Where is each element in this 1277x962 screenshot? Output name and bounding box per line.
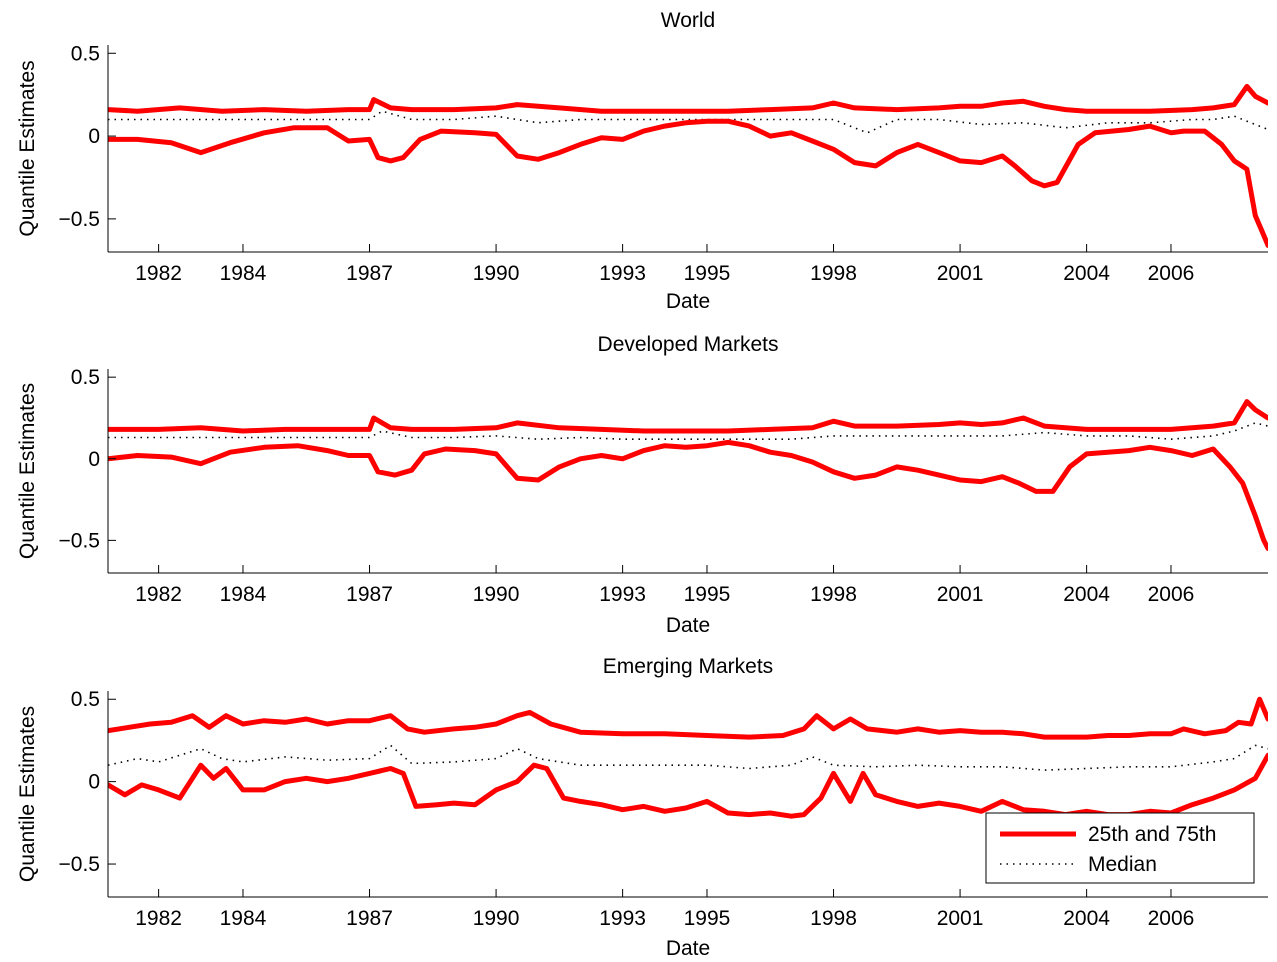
y-axis-label: Quantile Estimates — [16, 383, 39, 559]
x-tick-label: 1987 — [346, 262, 393, 285]
x-tick-label: 2001 — [937, 262, 984, 285]
series-line-upper — [108, 83, 1268, 114]
y-tick-label: 0.5 — [71, 42, 100, 65]
x-tick-label: 1998 — [810, 907, 857, 930]
x-tick-label: 1984 — [220, 907, 267, 930]
x-tick-label: 1993 — [599, 262, 646, 285]
x-tick-label: 1987 — [346, 583, 393, 606]
series-line-median — [108, 744, 1268, 771]
x-tick-label: 1984 — [220, 262, 267, 285]
legend-label-1: 25th and 75th — [1088, 823, 1216, 846]
legend-label-2: Median — [1088, 853, 1157, 876]
x-tick-label: 1982 — [135, 583, 182, 606]
y-tick-label: 0 — [88, 448, 100, 471]
x-tick-label: 1995 — [684, 583, 731, 606]
x-tick-label: 1990 — [473, 583, 520, 606]
chart-panel-1: World Date Quantile Estimates 0.5 0 −0.5 1982 1… — [16, 9, 1268, 313]
y-tick-label: 0.5 — [71, 688, 100, 711]
y-tick-label: −0.5 — [59, 853, 100, 876]
x-tick-label: 2004 — [1063, 583, 1110, 606]
y-tick-label: −0.5 — [59, 208, 100, 231]
x-tick-label: 1995 — [684, 907, 731, 930]
series-line-lower — [108, 439, 1268, 551]
x-tick-label: 1987 — [346, 907, 393, 930]
chart-panel-2: Developed Markets Date Quantile Estimates 0… — [16, 333, 1268, 637]
series-group — [108, 696, 1268, 819]
series-line-lower — [108, 752, 1268, 819]
x-axis-label: Date — [666, 614, 710, 637]
series-line-upper — [108, 399, 1268, 434]
chart-title: Developed Markets — [598, 333, 779, 356]
x-tick-label: 1982 — [135, 262, 182, 285]
x-tick-label: 1995 — [684, 262, 731, 285]
series-group — [108, 399, 1268, 551]
x-tick-label: 1998 — [810, 583, 857, 606]
series-line-lower — [108, 118, 1268, 248]
x-axis-label: Date — [666, 290, 710, 313]
x-tick-label: 2006 — [1148, 583, 1195, 606]
x-tick-label: 2001 — [937, 907, 984, 930]
chart-title: World — [661, 9, 715, 32]
legend: 25th and 75th Median — [985, 812, 1255, 884]
x-tick-label: 1998 — [810, 262, 857, 285]
chart-panel-3: Emerging Markets Date Quantile Estimates 0.… — [16, 655, 1268, 960]
x-tick-label: 2004 — [1063, 907, 1110, 930]
x-tick-label: 1990 — [473, 907, 520, 930]
x-tick-label: 1982 — [135, 907, 182, 930]
x-tick-label: 1984 — [220, 583, 267, 606]
y-tick-label: 0 — [88, 125, 100, 148]
series-line-upper — [108, 696, 1268, 740]
y-axis-label: Quantile Estimates — [16, 706, 39, 882]
y-tick-label: 0 — [88, 771, 100, 794]
x-axis-label: Date — [666, 937, 710, 960]
x-tick-label: 1993 — [599, 583, 646, 606]
x-tick-label: 1990 — [473, 262, 520, 285]
legend-box — [985, 812, 1255, 884]
x-tick-label: 2006 — [1148, 907, 1195, 930]
chart-title: Emerging Markets — [603, 655, 773, 678]
x-tick-label: 1993 — [599, 907, 646, 930]
x-tick-label: 2001 — [937, 583, 984, 606]
x-tick-label: 2004 — [1063, 262, 1110, 285]
x-tick-label: 2006 — [1148, 262, 1195, 285]
series-group — [108, 83, 1268, 248]
y-tick-label: 0.5 — [71, 366, 100, 389]
y-axis-label: Quantile Estimates — [16, 60, 39, 236]
y-tick-label: −0.5 — [59, 529, 100, 552]
